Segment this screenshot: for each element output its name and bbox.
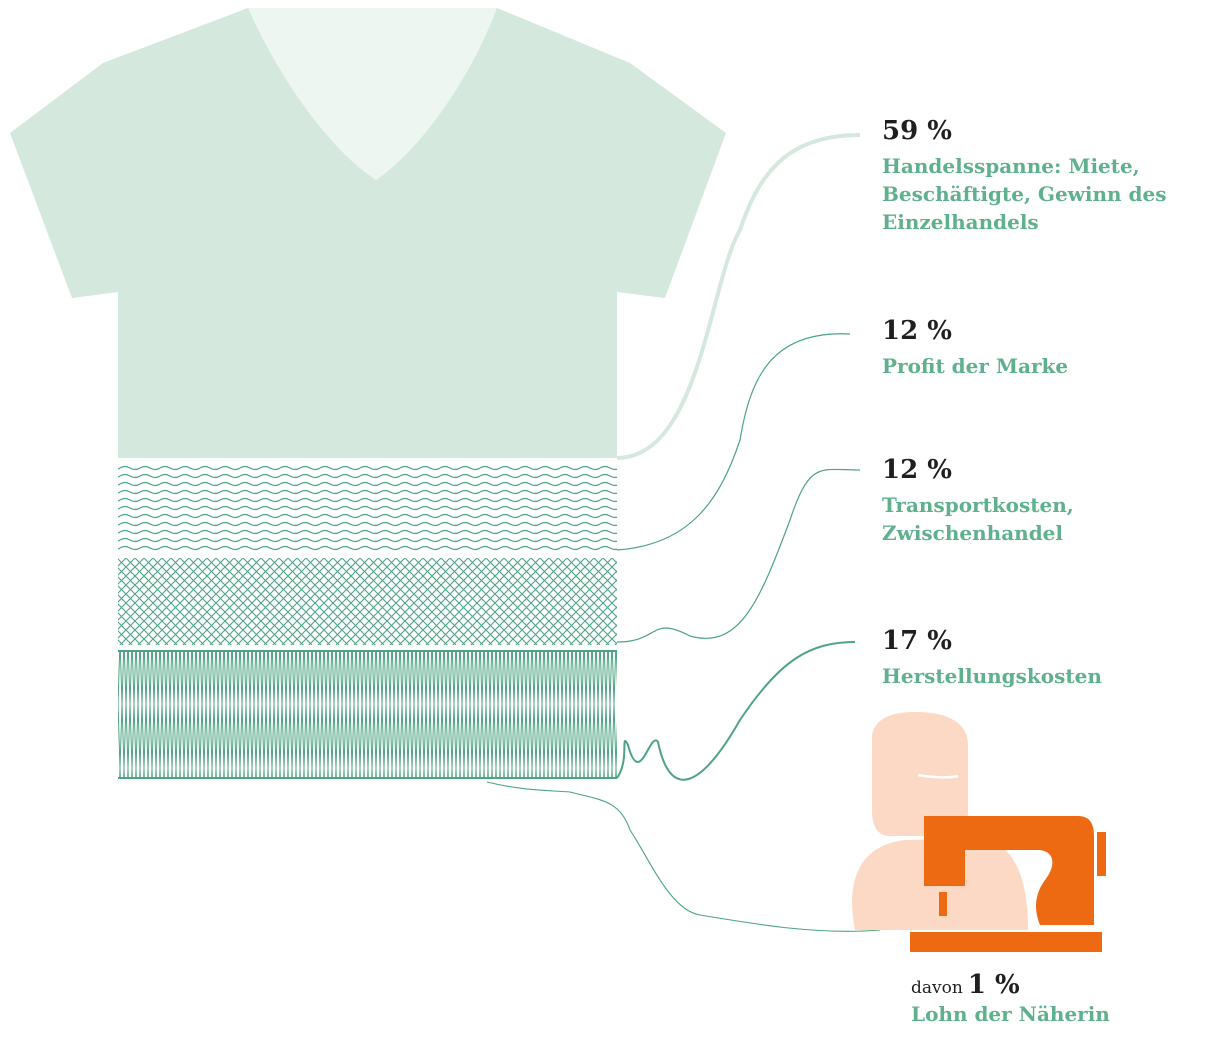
sub-item-prefix: davon <box>911 978 963 998</box>
segment-zigzag <box>118 650 617 778</box>
machine-needle <box>939 892 947 916</box>
label-segment-3: 12 % Transportkosten, Zwischenhandel <box>882 455 1074 547</box>
sub-item-description: Lohn der Näherin <box>911 1002 1110 1026</box>
machine-base <box>910 932 1102 952</box>
description-3: Transportkosten, Zwischenhandel <box>882 493 1074 545</box>
description-4: Herstellungskosten <box>882 664 1102 688</box>
shirt-collar <box>248 8 497 180</box>
connector-4 <box>616 641 856 781</box>
value-label-3: 12 % <box>882 455 952 485</box>
connector-2 <box>616 333 851 551</box>
connector-5 <box>486 781 881 932</box>
seamstress-eye <box>917 773 959 779</box>
segment-crosshatch <box>118 558 617 645</box>
value-label-1: 59 % <box>882 116 952 146</box>
description-2: Profit der Marke <box>882 354 1069 378</box>
segment-waves <box>118 465 617 553</box>
label-sub-item: davon 1 % Lohn der Näherin <box>911 970 1110 1028</box>
machine-body <box>924 816 1094 925</box>
machine-handwheel <box>1097 832 1106 876</box>
connector-3 <box>616 468 861 643</box>
connector-1 <box>616 133 861 460</box>
label-segment-1: 59 % Handelsspanne: Miete, Beschäftigte,… <box>882 116 1167 236</box>
label-segment-2: 12 % Profit der Marke <box>882 316 1068 380</box>
description-1: Handelsspanne: Miete, Beschäftigte, Gewi… <box>882 154 1167 234</box>
value-label-2: 12 % <box>882 316 952 346</box>
tshirt-icon <box>10 8 726 458</box>
sewing-machine-icon <box>910 816 1106 952</box>
shirt-body <box>10 8 726 458</box>
label-segment-4: 17 % Herstellungskosten <box>882 626 1102 690</box>
value-label-4: 17 % <box>882 626 952 656</box>
sub-item-value-label: 1 % <box>967 970 1020 1000</box>
